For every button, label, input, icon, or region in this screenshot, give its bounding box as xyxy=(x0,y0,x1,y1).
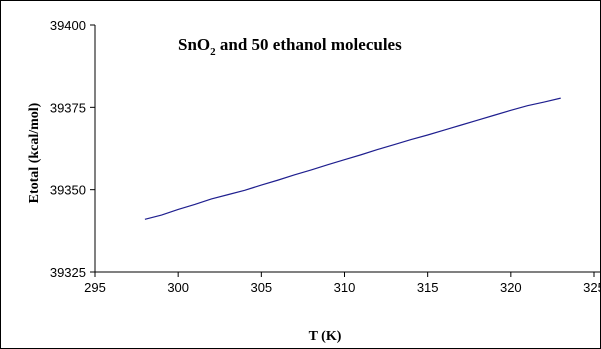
x-tick-label: 300 xyxy=(167,280,189,295)
x-tick-label: 310 xyxy=(334,280,356,295)
x-tick-label: 315 xyxy=(417,280,439,295)
y-tick-label: 39400 xyxy=(50,18,86,33)
chart-title-subscript: 2 xyxy=(210,46,216,58)
y-tick-label: 39325 xyxy=(50,265,86,280)
chart-title-main: SnO xyxy=(178,35,210,54)
x-tick-label: 320 xyxy=(500,280,522,295)
x-ticks: 295 300 305 310 315 320 325 xyxy=(84,272,601,295)
y-tick-label: 39375 xyxy=(50,100,86,115)
x-tick-label: 305 xyxy=(250,280,272,295)
series-line xyxy=(144,97,561,220)
x-tick-label: 295 xyxy=(84,280,106,295)
y-ticks: 39325 39350 39375 39400 xyxy=(50,18,95,280)
y-tick-label: 39350 xyxy=(50,183,86,198)
chart-title-rest: and 50 ethanol molecules xyxy=(216,35,402,54)
chart-title: SnO2 and 50 ethanol molecules xyxy=(178,35,402,58)
x-axis-label: T (K) xyxy=(309,329,342,344)
plot-series xyxy=(144,97,561,220)
y-axis-label: Etotal (kcal/mol) xyxy=(27,102,42,203)
x-tick-label: 325 xyxy=(583,280,601,295)
